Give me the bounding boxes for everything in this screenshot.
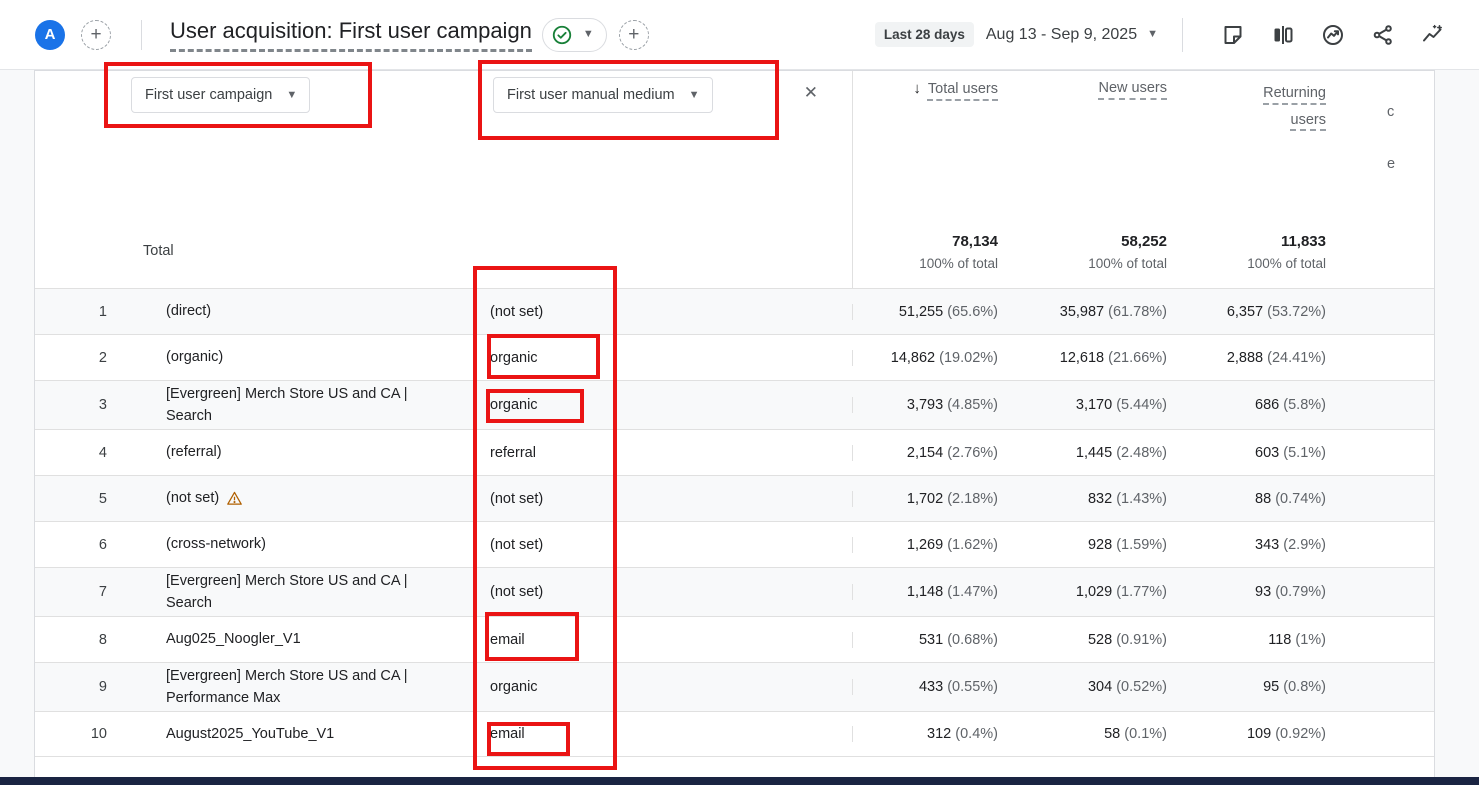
plus-icon: + (90, 24, 102, 45)
medium-value: organic (490, 679, 538, 695)
medium-value: (not set) (490, 536, 544, 553)
primary-dimension-dropdown[interactable]: First user campaign ▼ (131, 77, 311, 113)
insights-icon[interactable] (1321, 23, 1345, 47)
secondary-dimension-header: First user manual medium ▼ ✕ (476, 71, 852, 226)
medium-value: email (490, 631, 525, 648)
sparkline-insights-icon[interactable] (1421, 23, 1445, 47)
clipped-header-text: c (1387, 104, 1395, 120)
totals-total-users: 78,134 100% of total (852, 226, 1012, 288)
table-header-row: First user campaign ▼ First user manual … (35, 71, 1434, 226)
primary-dimension-header: First user campaign ▼ (131, 71, 476, 226)
medium-value: (not set) (490, 490, 544, 507)
sort-descending-icon: ↓ (913, 80, 921, 97)
report-header: A + User acquisition: First user campaig… (0, 0, 1479, 70)
campaign-value: [Evergreen] Merch Store US and CA | Perf… (166, 667, 408, 706)
table-row[interactable]: 4 (referral) referral 2,154 (2.76%) 1,44… (35, 429, 1434, 475)
column-header-returning-users[interactable]: Returning users (1181, 71, 1340, 226)
campaign-value: (cross-network) (166, 536, 266, 553)
header-right-group: Last 28 days Aug 13 - Sep 9, 2025 ▼ (874, 17, 1445, 52)
campaign-value: (referral) (166, 444, 222, 461)
medium-value: organic (490, 397, 538, 413)
row-number-header (35, 71, 131, 226)
chevron-down-icon: ▼ (582, 28, 594, 40)
remove-dimension-icon[interactable]: ✕ (803, 83, 818, 102)
share-icon[interactable] (1371, 23, 1395, 47)
check-circle-icon (551, 24, 573, 46)
page-title[interactable]: User acquisition: First user campaign (170, 18, 532, 52)
divider (141, 19, 142, 50)
add-comparison-button[interactable]: + (81, 19, 111, 50)
table-row[interactable]: 8 Aug025_Noogler_V1 email 531 (0.68%) 52… (35, 616, 1434, 662)
table-totals-row: Total 78,134 100% of total 58,252 100% of … (35, 226, 1434, 288)
primary-dimension-label: First user campaign (145, 87, 273, 103)
campaign-value: August2025_YouTube_V1 (166, 725, 335, 742)
table-row[interactable]: 3 [Evergreen] Merch Store US and CA | Se… (35, 380, 1434, 429)
medium-value: email (490, 726, 525, 742)
secondary-dimension-dropdown[interactable]: First user manual medium ▼ (493, 77, 713, 113)
table-row[interactable]: 5 (not set) (not set) 1,702 (2.18%) 832 … (35, 475, 1434, 521)
campaign-value: (not set) (166, 490, 220, 507)
totals-label: Total (143, 243, 174, 259)
medium-value: (not set) (490, 303, 544, 320)
table-row[interactable]: 1 (direct) (not set) 51,255 (65.6%) 35,9… (35, 288, 1434, 334)
comparison-icon[interactable] (1271, 23, 1295, 47)
table-row[interactable]: 6 (cross-network) (not set) 1,269 (1.62%… (35, 521, 1434, 567)
report-status-pill[interactable]: ▼ (541, 17, 607, 52)
table-row[interactable]: 9 [Evergreen] Merch Store US and CA | Pe… (35, 662, 1434, 711)
totals-returning-users: 11,833 100% of total (1247, 233, 1326, 271)
campaign-value: [Evergreen] Merch Store US and CA | Sear… (166, 572, 408, 611)
campaign-value: [Evergreen] Merch Store US and CA | Sear… (166, 385, 408, 424)
notes-icon[interactable] (1221, 23, 1245, 47)
medium-value: organic (490, 349, 538, 366)
totals-new-users: 58,252 100% of total (1088, 233, 1167, 271)
plus-icon: + (628, 24, 640, 45)
campaign-value: (organic) (166, 349, 224, 366)
warning-icon[interactable] (226, 490, 243, 507)
table-row[interactable]: 10 August2025_YouTube_V1 email 312 (0.4%… (35, 711, 1434, 757)
bottom-taskbar-edge (0, 777, 1479, 785)
avatar[interactable]: A (35, 19, 65, 50)
column-header-label: New users (1098, 80, 1168, 96)
date-preset-badge: Last 28 days (874, 22, 974, 47)
table-row[interactable]: 2 (organic) organic 14,862 (19.02%) 12,6… (35, 334, 1434, 380)
column-header-new-users[interactable]: New users (1012, 71, 1181, 226)
chevron-down-icon: ▼ (286, 88, 298, 101)
clipped-header-text: e (1387, 156, 1396, 172)
campaign-value: Aug025_Noogler_V1 (166, 631, 301, 648)
chevron-down-icon[interactable]: ▼ (1147, 28, 1158, 40)
column-header-label: Total users (927, 81, 998, 97)
campaign-value: (direct) (166, 303, 212, 320)
report-table-card: First user campaign ▼ First user manual … (34, 70, 1435, 777)
column-header-label: Returning users (1263, 85, 1326, 128)
medium-value: referral (490, 444, 536, 461)
table-row[interactable]: 7 [Evergreen] Merch Store US and CA | Se… (35, 567, 1434, 616)
date-range-value[interactable]: Aug 13 - Sep 9, 2025 (985, 25, 1138, 43)
chevron-down-icon: ▼ (688, 88, 700, 101)
column-header-total-users[interactable]: ↓ Total users (852, 71, 1012, 226)
secondary-dimension-label: First user manual medium (507, 87, 675, 103)
avatar-letter: A (44, 26, 56, 43)
medium-value: (not set) (490, 584, 544, 600)
add-report-button[interactable]: + (618, 19, 649, 50)
column-header-clipped: c e (1340, 71, 1436, 226)
divider (1182, 17, 1183, 52)
